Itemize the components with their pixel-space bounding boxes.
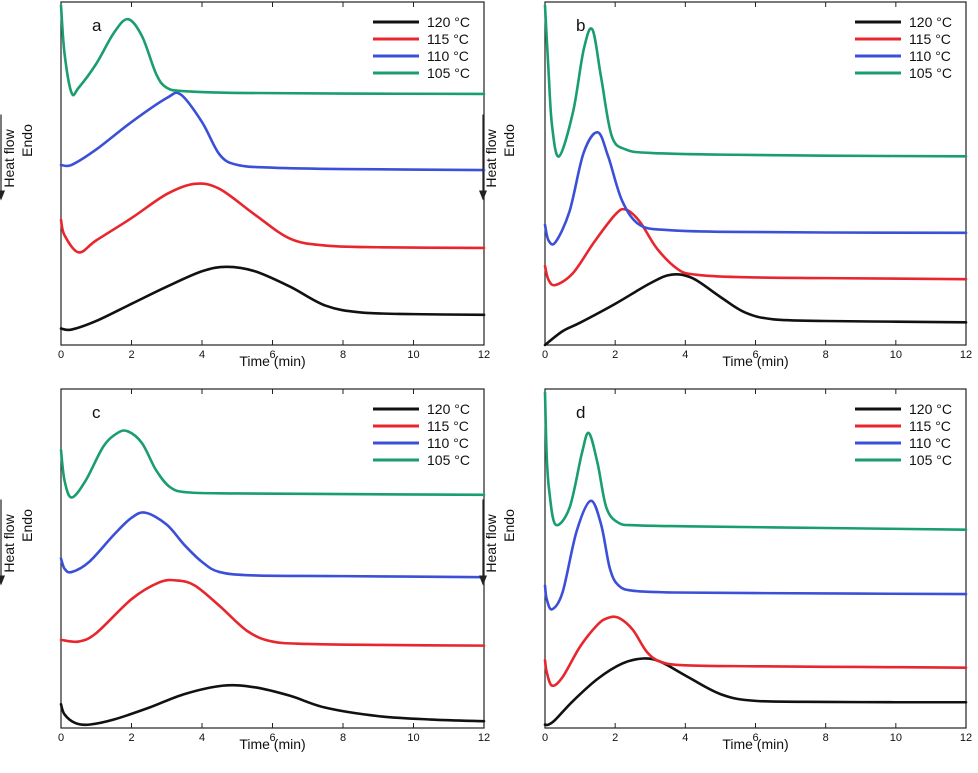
y-axis-title-line1: Heat flow <box>483 513 499 572</box>
x-axis-title: Time (min) <box>722 736 788 752</box>
x-tick-label: 6 <box>269 732 275 744</box>
series-line-110c <box>59 91 486 172</box>
x-tick-label: 10 <box>890 732 902 744</box>
legend-label: 120 °C <box>427 14 470 30</box>
series-line-120c <box>543 273 968 347</box>
x-axis-title: Time (min) <box>239 736 305 752</box>
y-axis-title-line1: Heat flow <box>1 513 17 572</box>
y-axis-title-line1: Heat flow <box>1 128 17 187</box>
plot-frame <box>60 388 485 729</box>
x-tick-label: 12 <box>478 732 490 744</box>
x-axis-title: Time (min) <box>722 353 788 369</box>
x-tick-label: 2 <box>612 732 618 744</box>
x-tick-label: 8 <box>823 349 829 361</box>
series-line-115c <box>543 207 968 287</box>
series-line-105c <box>59 4 486 97</box>
x-tick-label: 0 <box>58 349 64 361</box>
series-line-110c <box>543 131 968 246</box>
series-line-115c <box>59 182 486 254</box>
legend-label: 115 °C <box>909 418 951 434</box>
panel-label: b <box>576 16 585 35</box>
series-line-110c <box>59 511 486 579</box>
y-axis-title-line1: Heat flow <box>483 128 499 187</box>
x-tick-label: 10 <box>890 349 902 361</box>
series-line-115c <box>543 615 968 688</box>
x-tick-label: 6 <box>752 732 758 744</box>
series-line-120c <box>59 265 486 332</box>
x-tick-label: 8 <box>823 732 829 744</box>
legend-label: 120 °C <box>909 14 952 30</box>
legend-label: 115 °C <box>427 31 469 47</box>
series-line-105c <box>543 4 968 158</box>
x-tick-label: 10 <box>407 732 419 744</box>
plot-frame <box>60 1 485 346</box>
legend-label: 105 °C <box>909 65 952 81</box>
plot-frame <box>544 1 967 346</box>
endo-arrow-head <box>479 190 487 201</box>
legend-label: 110 °C <box>909 435 951 451</box>
series-line-120c <box>59 683 486 727</box>
series-line-110c <box>543 499 968 611</box>
x-tick-label: 4 <box>682 349 688 361</box>
legend-label: 105 °C <box>427 65 470 81</box>
x-tick-label: 2 <box>128 732 134 744</box>
x-tick-label: 6 <box>752 349 758 361</box>
x-tick-label: 12 <box>478 349 490 361</box>
endo-arrow-head <box>0 575 5 586</box>
legend-label: 110 °C <box>427 435 469 451</box>
legend-label: 120 °C <box>427 401 470 417</box>
y-axis-title-line2: Endo <box>501 124 517 157</box>
panel-label: d <box>576 403 585 422</box>
x-axis-title: Time (min) <box>239 353 305 369</box>
panel-label: c <box>92 403 101 422</box>
x-tick-label: 4 <box>682 732 688 744</box>
x-tick-label: 2 <box>128 349 134 361</box>
x-tick-label: 2 <box>612 349 618 361</box>
endo-arrow-head <box>479 575 487 586</box>
series-line-105c <box>543 391 968 531</box>
x-tick-label: 8 <box>340 349 346 361</box>
y-axis-title-line2: Endo <box>19 124 35 157</box>
legend-label: 115 °C <box>909 31 951 47</box>
legend-label: 105 °C <box>909 452 952 468</box>
legend-label: 120 °C <box>909 401 952 417</box>
panel-label: a <box>92 16 102 35</box>
legend-label: 110 °C <box>909 48 951 64</box>
legend-label: 110 °C <box>427 48 469 64</box>
x-tick-label: 4 <box>199 732 205 744</box>
y-axis-title-line2: Endo <box>501 509 517 542</box>
x-tick-label: 10 <box>407 349 419 361</box>
x-tick-label: 4 <box>199 349 205 361</box>
x-tick-label: 12 <box>960 349 972 361</box>
y-axis-title-line2: Endo <box>19 509 35 542</box>
legend-label: 105 °C <box>427 452 470 468</box>
endo-arrow-head <box>0 190 5 201</box>
series-line-115c <box>59 578 486 647</box>
series-line-105c <box>59 429 486 499</box>
x-tick-label: 0 <box>58 732 64 744</box>
x-tick-label: 0 <box>542 732 548 744</box>
x-tick-label: 12 <box>960 732 972 744</box>
x-tick-label: 6 <box>269 349 275 361</box>
legend-label: 115 °C <box>427 418 469 434</box>
x-tick-label: 0 <box>542 349 548 361</box>
x-tick-label: 8 <box>340 732 346 744</box>
